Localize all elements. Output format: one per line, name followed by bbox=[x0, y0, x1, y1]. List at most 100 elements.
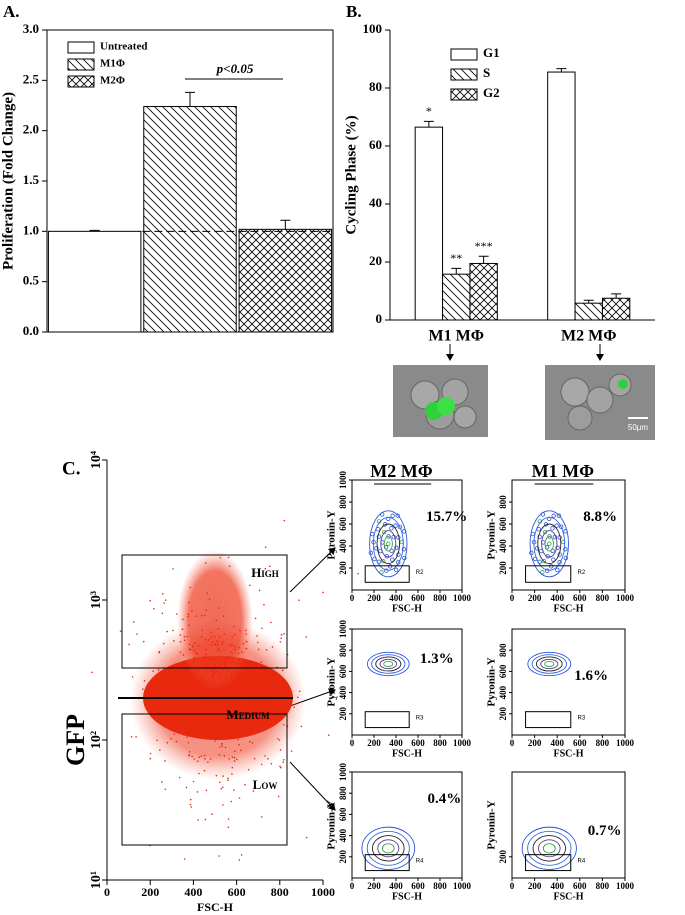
significance-label: *** bbox=[475, 239, 493, 253]
y-tick-label: 60 bbox=[369, 137, 382, 152]
event-dot bbox=[222, 640, 224, 643]
event-dot bbox=[158, 687, 161, 690]
y-tick-label: 1.0 bbox=[23, 222, 39, 237]
event-dot bbox=[176, 613, 178, 615]
event-dot bbox=[226, 735, 229, 738]
event-dot bbox=[204, 638, 207, 641]
x-tick-label: 200 bbox=[367, 738, 381, 748]
event-dot bbox=[298, 690, 301, 693]
event-dot bbox=[204, 818, 207, 821]
event-dot bbox=[167, 671, 169, 673]
x-tick-label: 200 bbox=[528, 738, 542, 748]
gate-label: High bbox=[251, 565, 279, 580]
event-dot bbox=[264, 546, 267, 549]
event-dot bbox=[179, 640, 182, 643]
event-dot bbox=[265, 648, 268, 651]
event-dot bbox=[218, 781, 221, 784]
event-dot bbox=[243, 681, 245, 684]
event-dot bbox=[244, 783, 246, 786]
event-dot bbox=[221, 745, 224, 748]
event-dot bbox=[231, 635, 234, 638]
y-tick-label: 80 bbox=[369, 79, 382, 94]
event-dot bbox=[280, 766, 282, 769]
event-dot bbox=[199, 720, 202, 723]
y-tick-label: 20 bbox=[369, 253, 382, 268]
event-dot bbox=[193, 656, 195, 659]
contour-line bbox=[532, 835, 567, 862]
event-dot bbox=[211, 668, 214, 671]
x-tick-label: 200 bbox=[367, 593, 381, 603]
event-dot bbox=[271, 646, 274, 648]
contour-dot bbox=[547, 534, 552, 539]
y-tick-label: 10³ bbox=[89, 591, 104, 609]
event-dot bbox=[277, 795, 280, 798]
event-dot bbox=[241, 651, 243, 653]
error-bar bbox=[583, 299, 594, 304]
x-tick-label: 400 bbox=[184, 885, 202, 899]
event-dot bbox=[170, 708, 173, 711]
error-bar bbox=[556, 68, 567, 73]
event-dot bbox=[208, 665, 211, 668]
legend-swatch bbox=[450, 48, 478, 61]
x-tick-label: 200 bbox=[528, 593, 542, 603]
event-dot bbox=[327, 734, 330, 736]
contour-dot bbox=[381, 558, 386, 564]
event-dot bbox=[215, 774, 218, 777]
contour-dot bbox=[386, 534, 391, 539]
event-dot bbox=[205, 664, 208, 667]
event-dot bbox=[183, 671, 186, 674]
event-dot bbox=[186, 711, 189, 714]
error-bar bbox=[280, 219, 291, 230]
event-dot bbox=[174, 691, 177, 693]
y-axis-label: Pyronin-Y bbox=[326, 800, 338, 849]
event-dot bbox=[237, 738, 239, 741]
x-tick-label: 600 bbox=[573, 881, 587, 891]
event-dot bbox=[235, 711, 238, 713]
event-dot bbox=[251, 742, 254, 744]
event-dot bbox=[234, 663, 237, 665]
event-dot bbox=[192, 780, 195, 783]
legend-label: G1 bbox=[483, 45, 500, 60]
event-dot bbox=[196, 653, 199, 655]
event-dot bbox=[233, 695, 236, 697]
contour-line bbox=[372, 835, 405, 862]
event-dot bbox=[233, 756, 236, 759]
event-dot bbox=[142, 640, 145, 643]
event-dot bbox=[216, 649, 219, 652]
event-dot bbox=[183, 683, 185, 686]
bar bbox=[238, 228, 333, 333]
event-dot bbox=[235, 758, 238, 761]
event-dot bbox=[191, 709, 194, 712]
x-axis-label: FSC-H bbox=[392, 603, 422, 614]
y-tick-label: 600 bbox=[338, 664, 348, 678]
event-dot bbox=[159, 749, 161, 751]
event-dot bbox=[257, 728, 259, 731]
y-tick-label: 200 bbox=[498, 561, 508, 575]
event-dot bbox=[186, 736, 188, 738]
event-dot bbox=[227, 779, 229, 781]
legend-label: S bbox=[483, 65, 490, 80]
x-tick-label: 400 bbox=[389, 881, 403, 891]
event-dot bbox=[279, 641, 282, 643]
event-dot bbox=[170, 737, 172, 740]
event-dot bbox=[263, 603, 265, 606]
contour-line bbox=[533, 516, 566, 571]
event-dot bbox=[164, 599, 167, 601]
event-dot bbox=[201, 695, 204, 698]
scale-bar-label: 50μm bbox=[628, 423, 649, 432]
event-dot bbox=[218, 753, 221, 756]
event-dot bbox=[237, 691, 239, 694]
event-dot bbox=[238, 660, 241, 662]
event-dot bbox=[201, 659, 204, 662]
event-dot bbox=[206, 717, 208, 719]
event-dot bbox=[162, 642, 165, 645]
event-dot bbox=[239, 722, 242, 724]
event-dot bbox=[187, 741, 190, 744]
event-dot bbox=[189, 685, 191, 687]
event-dot bbox=[223, 633, 226, 635]
y-tick-label: 600 bbox=[498, 517, 508, 531]
event-dot bbox=[238, 797, 241, 799]
event-dot bbox=[191, 755, 193, 758]
event-dot bbox=[199, 699, 202, 702]
event-dot bbox=[189, 803, 192, 806]
